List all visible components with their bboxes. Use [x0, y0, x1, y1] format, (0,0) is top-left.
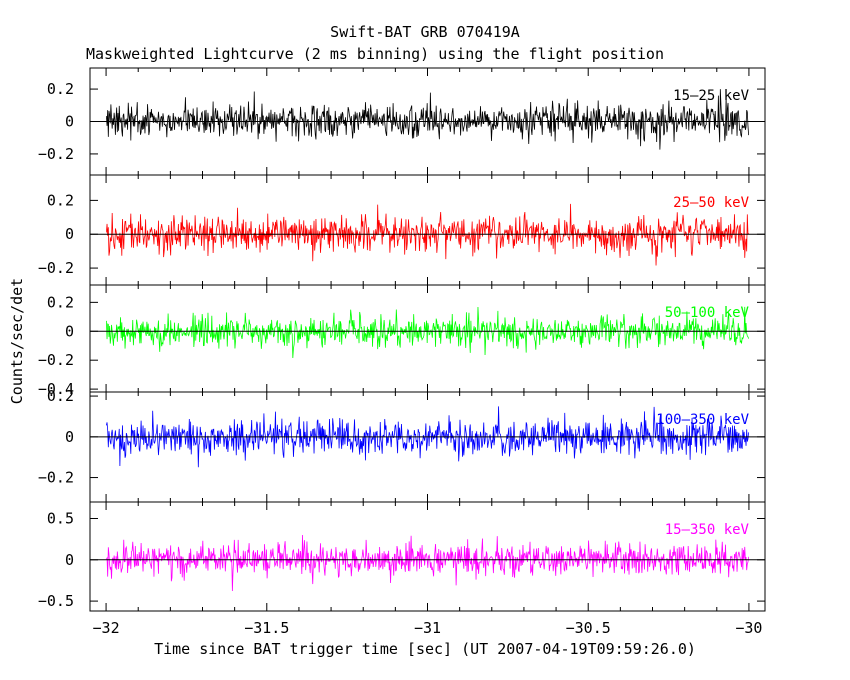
y-tick-label-4: −0.2 — [38, 469, 74, 487]
x-axis-ticks: −32 −31.5 −31 −30.5 −30 — [93, 68, 762, 637]
x-tick-label: −32 — [93, 619, 120, 637]
y-tick-label-1: 0.2 — [47, 80, 74, 98]
chart-subtitle: Maskweighted Lightcurve (2 ms binning) u… — [86, 45, 664, 63]
y-tick-label-1: 0 — [65, 113, 74, 131]
lightcurve-series-4 — [105, 406, 750, 468]
panel-5: −0.5 0 0.5 15–350 keV — [38, 501, 766, 612]
y-tick-label-2: 0 — [65, 225, 74, 243]
y-tick-label-5: 0 — [65, 551, 74, 569]
y-axis-label: Counts/sec/det — [8, 278, 26, 404]
chart-title: Swift-BAT GRB 070419A — [330, 23, 520, 41]
y-tick-label-3: −0.2 — [38, 351, 74, 369]
y-tick-label-2: −0.2 — [38, 259, 74, 277]
lightcurve-series-5 — [106, 534, 750, 592]
band-label-1: 15–25 keV — [673, 88, 749, 104]
lightcurve-series-1 — [105, 89, 750, 150]
y-tick-label-5: −0.5 — [38, 592, 74, 610]
y-tick-label-3: 0 — [65, 322, 74, 340]
y-tick-label-4: 0.2 — [47, 387, 74, 405]
panel-4: −0.2 0 0.2 100–350 keV — [38, 387, 766, 503]
x-tick-label: −30.5 — [566, 619, 611, 637]
panel-2: −0.2 0 0.2 25–50 keV — [38, 174, 766, 286]
x-tick-label: −30 — [735, 619, 762, 637]
x-tick-label: −31 — [414, 619, 441, 637]
band-label-3: 50–100 keV — [665, 305, 750, 321]
y-tick-label-3: 0.2 — [47, 293, 74, 311]
x-tick-label: −31.5 — [244, 619, 289, 637]
lightcurve-series-3 — [105, 306, 749, 359]
x-axis-label: Time since BAT trigger time [sec] (UT 20… — [154, 640, 696, 658]
y-tick-label-1: −0.2 — [38, 145, 74, 163]
band-label-5: 15–350 keV — [665, 522, 750, 538]
y-tick-label-5: 0.5 — [47, 510, 74, 528]
panel-3: −0.4 −0.2 0 0.2 50–100 keV — [38, 284, 766, 398]
y-tick-label-4: 0 — [65, 428, 74, 446]
y-tick-label-2: 0.2 — [47, 191, 74, 209]
panels-group: −0.200.2 15–25 keV−0.200.2 25–50 keV−0.4−0… — [38, 67, 766, 612]
lightcurve-series-2 — [105, 203, 749, 266]
panel-1: −0.2 0 0.2 15–25 keV — [38, 67, 766, 176]
band-label-4: 100–350 keV — [656, 412, 749, 428]
band-label-2: 25–50 keV — [673, 195, 749, 211]
y-tick-label-3: −0.4 — [38, 380, 74, 398]
